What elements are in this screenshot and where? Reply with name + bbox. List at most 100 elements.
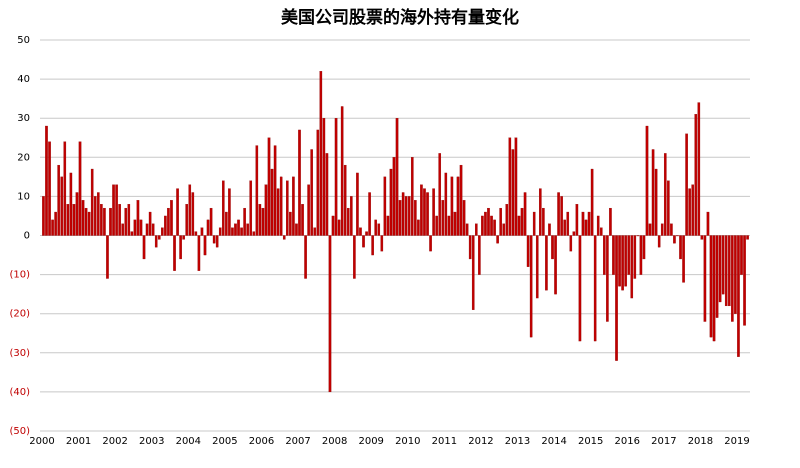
- bar: [215, 235, 219, 248]
- bar: [526, 235, 530, 267]
- bar: [648, 223, 652, 236]
- bar: [276, 188, 280, 236]
- bar: [109, 207, 112, 236]
- bar: [157, 235, 161, 240]
- x-tick-label: 2018: [688, 436, 713, 447]
- bar: [313, 227, 317, 236]
- bar: [316, 129, 320, 236]
- bar: [240, 227, 243, 236]
- bar: [121, 223, 124, 236]
- bar: [487, 207, 490, 236]
- bar: [206, 219, 210, 236]
- bar: [176, 188, 179, 236]
- bar: [444, 172, 448, 236]
- bar: [362, 235, 365, 248]
- bar: [252, 231, 256, 236]
- bar: [103, 207, 106, 236]
- bar: [90, 168, 94, 236]
- y-tick-label: (10): [9, 270, 30, 281]
- bar: [249, 180, 253, 236]
- y-tick-label: (40): [9, 387, 30, 398]
- bar: [325, 153, 329, 236]
- bar: [420, 184, 423, 236]
- bar: [651, 149, 655, 236]
- bar: [237, 219, 240, 236]
- bar: [100, 204, 103, 236]
- bar: [136, 200, 140, 236]
- bar: [465, 223, 469, 236]
- bar: [343, 164, 347, 236]
- bar: [627, 235, 630, 275]
- y-tick-label: (20): [9, 309, 30, 320]
- bar: [45, 125, 48, 236]
- bar: [703, 235, 707, 322]
- bar: [621, 235, 624, 291]
- bar: [740, 235, 743, 275]
- bar: [54, 211, 57, 236]
- bar: [417, 219, 420, 236]
- bar: [484, 211, 487, 236]
- bar: [587, 211, 591, 236]
- bar: [721, 235, 725, 295]
- bar: [145, 223, 149, 236]
- bar: [350, 196, 353, 236]
- bar: [423, 188, 426, 236]
- bar: [66, 204, 70, 236]
- bar: [462, 200, 466, 236]
- bar: [307, 184, 310, 236]
- bar: [398, 200, 402, 236]
- bar: [450, 176, 454, 236]
- bar: [368, 192, 371, 236]
- bar: [395, 118, 399, 236]
- bar: [72, 204, 76, 236]
- bar: [365, 231, 368, 236]
- bar: [670, 223, 673, 236]
- x-tick-label: 2002: [102, 436, 127, 447]
- bar: [93, 196, 97, 236]
- bar: [673, 235, 676, 244]
- x-tick-label: 2005: [212, 436, 237, 447]
- x-tick-label: 2010: [395, 436, 420, 447]
- bar: [578, 235, 582, 342]
- bar: [282, 235, 286, 240]
- bar: [191, 192, 195, 236]
- bar: [453, 211, 457, 236]
- bar: [685, 133, 688, 236]
- bar: [383, 176, 387, 236]
- x-tick-label: 2017: [651, 436, 676, 447]
- bar: [441, 200, 445, 236]
- bar: [97, 192, 100, 236]
- bar: [228, 188, 231, 236]
- bar: [380, 235, 384, 252]
- bar: [154, 235, 158, 248]
- bar: [603, 235, 606, 275]
- bar: [392, 157, 396, 236]
- bar: [724, 235, 728, 307]
- bar: [270, 168, 274, 236]
- bar: [508, 137, 512, 236]
- bar: [746, 235, 749, 240]
- bar: [612, 235, 615, 275]
- bar: [310, 149, 313, 236]
- bar: [75, 192, 79, 236]
- x-tick-label: 2019: [724, 436, 749, 447]
- bar: [337, 219, 341, 236]
- bar: [542, 207, 545, 236]
- y-tick-label: 50: [17, 35, 30, 46]
- bar: [328, 235, 332, 393]
- bar: [642, 235, 646, 260]
- bar: [197, 235, 201, 271]
- bar: [566, 211, 570, 236]
- bar: [273, 145, 277, 236]
- bar: [688, 188, 691, 236]
- bar: [697, 102, 701, 236]
- bar: [322, 118, 326, 236]
- x-tick-label: 2013: [505, 436, 530, 447]
- bar: [231, 227, 234, 236]
- bar: [718, 235, 722, 303]
- bar: [514, 137, 518, 236]
- bar: [340, 106, 344, 236]
- bar: [447, 215, 451, 236]
- bar: [645, 125, 649, 236]
- bar: [164, 215, 167, 236]
